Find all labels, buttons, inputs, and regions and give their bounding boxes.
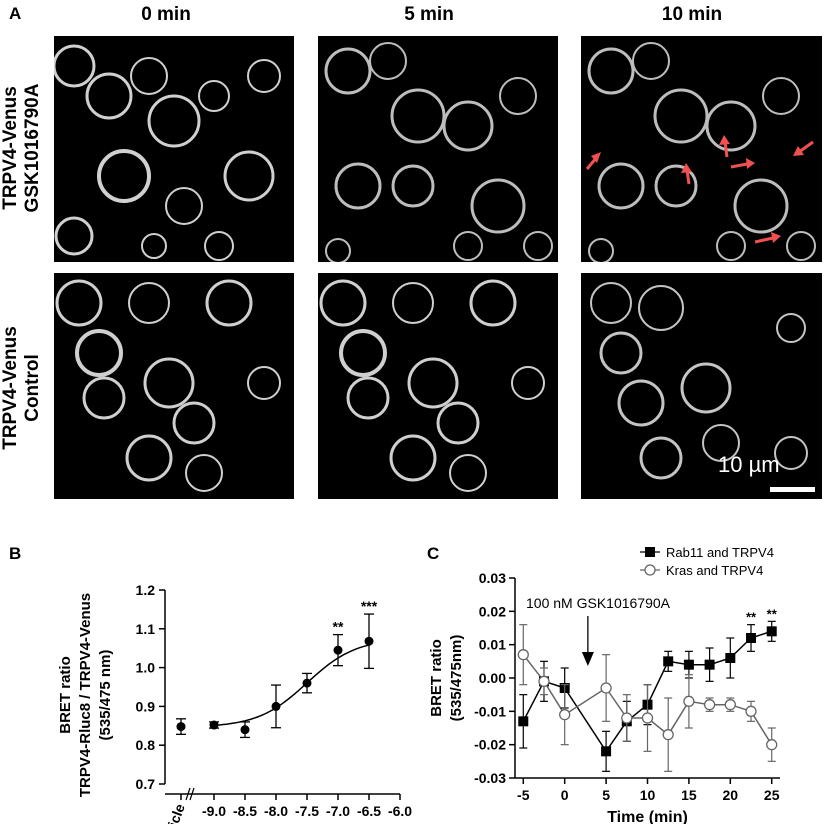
legend-label: Rab11 and TRPV4 bbox=[666, 545, 774, 560]
legend-marker bbox=[644, 564, 656, 576]
x-tick-label-vehicle: Vehicle bbox=[156, 801, 188, 824]
scale-bar-label: 10 µm bbox=[718, 452, 780, 477]
row-label-control-line2: Control bbox=[22, 354, 43, 422]
row-label-gsk: TRPV4-Venus GSK1016790A bbox=[0, 33, 46, 263]
row-label-gsk-line1: TRPV4-Venus bbox=[0, 86, 21, 210]
significance-label: ** bbox=[746, 610, 757, 625]
micrograph-control-0min bbox=[54, 273, 294, 499]
y-axis-label-line: TRPV4-Rluc8 / TRPV4-Venus bbox=[77, 593, 94, 797]
chart-b: 0.7 0.8 0.9 1.0 1.1 1.2 -9.0 -8.5 -8.0 -7.5 -7.0 -6… bbox=[57, 582, 412, 824]
chart-c: -0.03 -0.02 -0.01 0.00 0.01 0.02 0.03 -5 0 5 10 15 2… bbox=[428, 545, 780, 824]
scale-bar bbox=[770, 487, 815, 492]
fit-curve bbox=[210, 644, 370, 727]
x-tick-label: 20 bbox=[723, 787, 739, 803]
data-point bbox=[538, 675, 550, 687]
data-point bbox=[333, 645, 343, 655]
micrograph-gsk-10min bbox=[581, 36, 822, 262]
data-point bbox=[745, 705, 757, 717]
y-tick-label: 0.00 bbox=[479, 670, 506, 686]
row-label-control: TRPV4-Venus Control bbox=[0, 273, 46, 503]
data-point bbox=[271, 701, 281, 711]
y-tick-label: 1.2 bbox=[136, 582, 156, 598]
panel-letter-a: A bbox=[9, 4, 22, 23]
axis-break bbox=[185, 787, 191, 801]
y-tick-label: 0.8 bbox=[136, 737, 156, 753]
y-tick-label: 0.02 bbox=[479, 603, 506, 619]
x-tick-label: -7.0 bbox=[326, 803, 350, 819]
y-tick-label: 0.7 bbox=[136, 776, 156, 792]
legend-marker bbox=[645, 547, 655, 557]
x-tick-label: 5 bbox=[602, 787, 610, 803]
y-tick-label: -0.03 bbox=[474, 770, 506, 786]
data-point bbox=[703, 699, 716, 711]
axis-break bbox=[189, 787, 195, 801]
column-header-0min: 0 min bbox=[141, 4, 191, 25]
data-point bbox=[600, 682, 612, 694]
legend-label: Kras and TRPV4 bbox=[666, 563, 763, 578]
significance-label: ** bbox=[767, 606, 778, 621]
row-label-gsk-line2: GSK1016790A bbox=[22, 83, 43, 213]
x-tick-label: 15 bbox=[681, 787, 697, 803]
panel-letter-c: C bbox=[427, 544, 440, 563]
data-point bbox=[683, 695, 695, 707]
column-header-10min: 10 min bbox=[661, 4, 723, 25]
data-point bbox=[209, 720, 219, 730]
x-tick-label: -8.0 bbox=[264, 803, 288, 819]
x-tick-label: 0 bbox=[561, 787, 569, 803]
data-point bbox=[601, 746, 612, 757]
data-point bbox=[559, 709, 571, 721]
annotation-arrow-head bbox=[581, 652, 594, 666]
y-tick-label: 0.01 bbox=[479, 637, 506, 653]
micrograph-gsk-5min bbox=[318, 36, 558, 262]
micrograph-gsk-0min bbox=[54, 36, 294, 262]
data-point bbox=[518, 716, 529, 727]
y-axis-label-line: BRET ratio bbox=[57, 656, 74, 734]
y-tick-label: -0.02 bbox=[474, 737, 506, 753]
y-axis-label-line: BRET ratio bbox=[428, 639, 445, 717]
x-tick-label: -8.5 bbox=[233, 803, 257, 819]
x-tick-label: 10 bbox=[640, 787, 656, 803]
data-point bbox=[725, 653, 736, 663]
data-point bbox=[641, 712, 654, 724]
y-tick-label: -0.01 bbox=[474, 703, 506, 719]
row-label-control-line1: TRPV4-Venus bbox=[0, 326, 21, 450]
y-tick-label: 0.03 bbox=[479, 570, 506, 586]
data-point bbox=[302, 678, 312, 688]
annotation-text: 100 nM GSK1016790A bbox=[526, 595, 671, 611]
data-point bbox=[746, 633, 757, 643]
y-axis-label-line: (535/475 nm) bbox=[97, 650, 114, 741]
data-point bbox=[364, 636, 374, 646]
y-tick-label: 1.0 bbox=[136, 660, 156, 676]
data-point bbox=[662, 729, 674, 741]
y-axis-label-line: (535/475nm) bbox=[448, 635, 465, 722]
column-header-5min: 5 min bbox=[404, 4, 454, 25]
data-point bbox=[240, 725, 250, 735]
x-tick-label: -5 bbox=[517, 787, 530, 803]
x-tick-label: 25 bbox=[764, 787, 780, 803]
micrograph-control-5min bbox=[318, 273, 558, 499]
significance-label: ** bbox=[333, 619, 344, 635]
significance-label: *** bbox=[361, 598, 378, 614]
data-point bbox=[724, 699, 736, 711]
data-point bbox=[621, 712, 633, 724]
micrograph-control-10min bbox=[581, 273, 822, 499]
x-tick-label: -6.5 bbox=[357, 803, 381, 819]
data-point bbox=[176, 722, 186, 732]
x-tick-label: -7.5 bbox=[295, 803, 319, 819]
x-tick-label: -9.0 bbox=[202, 803, 226, 819]
data-point bbox=[663, 656, 674, 667]
x-tick-label: -6.0 bbox=[388, 803, 412, 819]
x-axis-label: Time (min) bbox=[607, 809, 688, 824]
data-point bbox=[517, 649, 529, 661]
data-point bbox=[766, 739, 778, 751]
data-point bbox=[704, 659, 715, 670]
panel-letter-b: B bbox=[9, 544, 22, 563]
data-point bbox=[766, 626, 777, 637]
y-tick-label: 0.9 bbox=[136, 698, 156, 714]
data-point bbox=[683, 659, 694, 670]
y-tick-label: 1.1 bbox=[136, 621, 156, 637]
